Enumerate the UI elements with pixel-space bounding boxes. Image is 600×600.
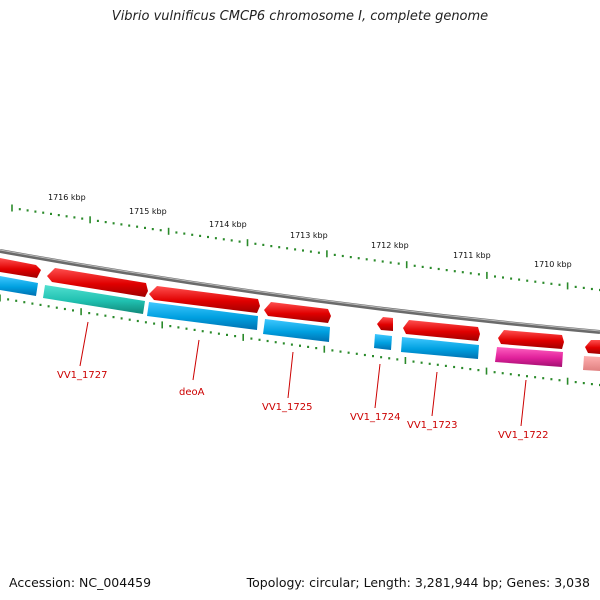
leader-line (374, 363, 381, 409)
cds-arrow (403, 320, 480, 341)
leader-line (287, 351, 294, 399)
reverse-strand-features (0, 276, 600, 371)
map-title: Vibrio vulnificus CMCP6 chromosome I, co… (111, 9, 489, 24)
genome-summary-text: Topology: circular; Length: 3,281,944 bp… (246, 575, 590, 590)
cds-arrow (377, 317, 393, 331)
scale-labels: 1716 kbp 1715 kbp 1714 kbp 1713 kbp 1712… (48, 193, 572, 269)
genome-backbone-highlight (0, 249, 600, 332)
scale-label-1716: 1716 kbp (48, 193, 86, 202)
gene-label-vv1-1724: VV1_1724 (350, 412, 401, 423)
gene-label-vv1-1722: VV1_1722 (498, 430, 549, 441)
teal-feature-bar (43, 285, 145, 314)
scale-label-1712: 1712 kbp (371, 241, 409, 250)
cds-bar (401, 337, 479, 359)
scale-label-1714: 1714 kbp (209, 220, 247, 229)
cds-bar (374, 334, 392, 350)
cds-bar (0, 276, 38, 296)
magenta-feature-bar (495, 347, 563, 367)
gene-label-deoa: deoA (179, 387, 205, 398)
scale-label-1715: 1715 kbp (129, 207, 167, 216)
gene-label-vv1-1727: VV1_1727 (57, 370, 108, 381)
gene-label-vv1-1725: VV1_1725 (262, 402, 313, 413)
cds-arrow (0, 258, 41, 278)
accession-text: Accession: NC_004459 (9, 575, 152, 590)
leader-line (520, 379, 527, 427)
cds-arrow (149, 286, 260, 313)
outer-scale-ticks (11, 204, 600, 292)
gene-label-vv1-1723: VV1_1723 (407, 420, 458, 431)
leader-line (192, 339, 200, 381)
genome-backbone (0, 249, 600, 334)
cds-arrow (498, 330, 564, 349)
scale-label-1713: 1713 kbp (290, 231, 328, 240)
forward-strand-features (0, 258, 600, 354)
leader-line (431, 371, 438, 417)
inner-scale-ticks (0, 294, 600, 387)
scale-label-1711: 1711 kbp (453, 251, 491, 260)
cds-arrow (264, 302, 331, 323)
cds-arrow (47, 268, 148, 297)
label-leaders (79, 321, 527, 427)
cds-arrow (585, 340, 600, 354)
cds-bar (263, 319, 330, 342)
gene-labels: VV1_1727 deoA VV1_1725 VV1_1724 VV1_1723… (57, 370, 549, 441)
faded-feature-bar (583, 356, 600, 371)
leader-line (79, 321, 89, 367)
cds-bar (147, 302, 258, 330)
scale-label-1710: 1710 kbp (534, 260, 572, 269)
